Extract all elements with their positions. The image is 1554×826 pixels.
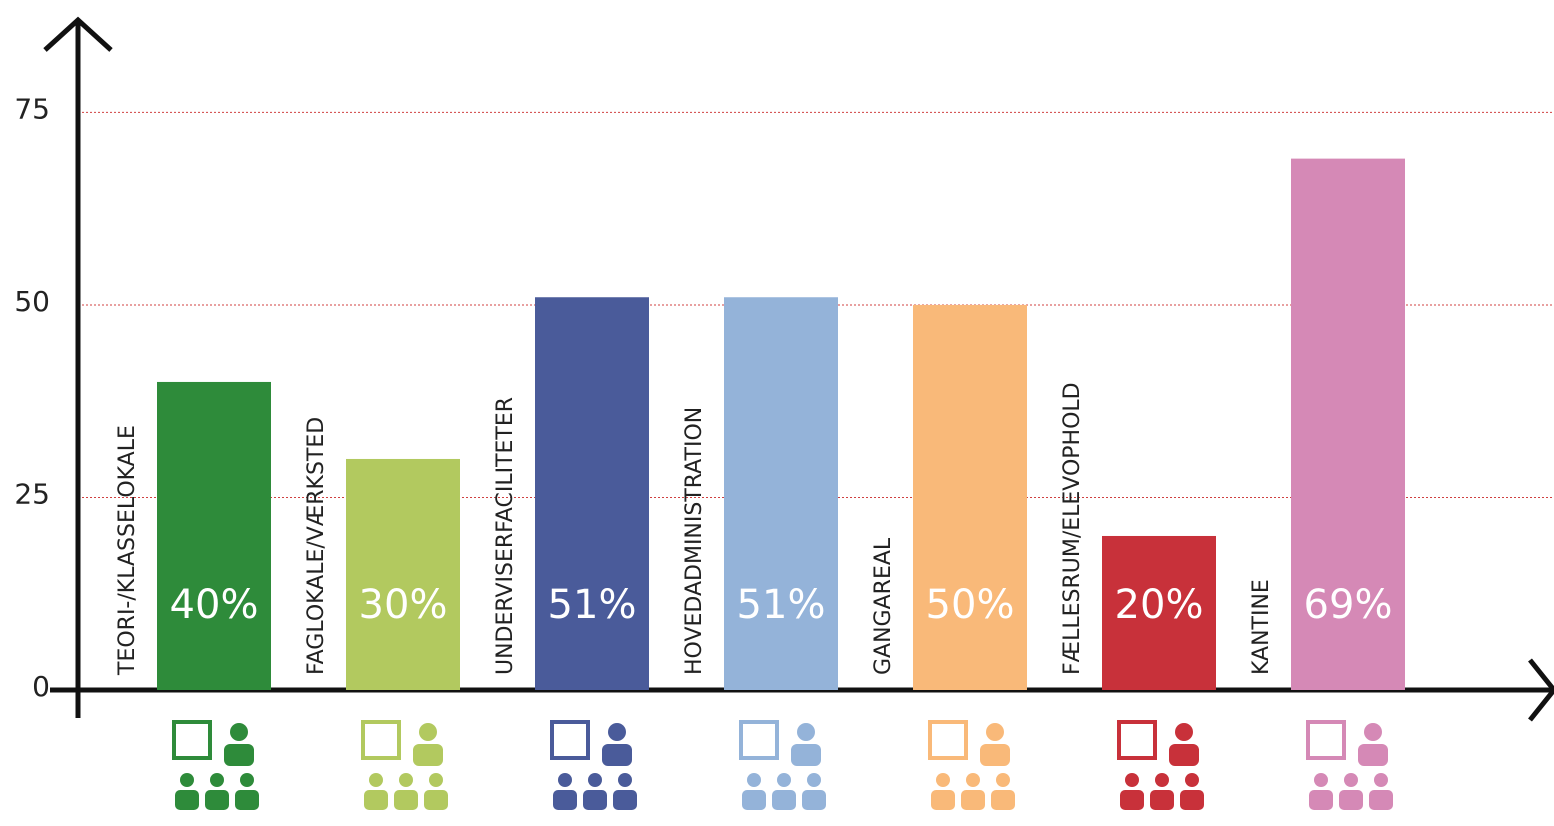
icon-shape: [1369, 790, 1393, 810]
icon-shape: [1150, 790, 1174, 810]
icon-shape: [588, 773, 602, 787]
icon-shape: [369, 773, 383, 787]
value-label: 30%: [359, 582, 448, 628]
icon-shape: [991, 790, 1015, 810]
bar: [535, 297, 649, 690]
category-icon: [928, 720, 1015, 810]
category-label: FÆLLESRUM/ELEVOPHOLD: [1060, 382, 1085, 675]
category-label: KANTINE: [1249, 579, 1274, 675]
category-label: UNDERVISERFACILITETER: [493, 397, 518, 675]
icon-shape: [550, 720, 590, 760]
category-icon: [1306, 720, 1393, 810]
y-axis-arrow: [43, 16, 113, 52]
bar: [913, 304, 1027, 690]
bar: [1102, 535, 1216, 690]
icon-shape: [618, 773, 632, 787]
icon-shape: [553, 790, 577, 810]
icon-shape: [961, 790, 985, 810]
icon-shape: [172, 720, 212, 760]
icon-shape: [1175, 723, 1193, 741]
icon-shape: [429, 773, 443, 787]
icon-shape: [1306, 720, 1346, 760]
icon-shape: [928, 720, 968, 760]
icon-shape: [602, 744, 632, 766]
y-tick-label: 25: [14, 477, 50, 510]
icon-shape: [361, 720, 401, 760]
value-label: 69%: [1304, 582, 1393, 628]
icon-shape: [777, 773, 791, 787]
bar: [346, 458, 460, 690]
category-icon: [172, 720, 259, 810]
icon-shape: [1120, 790, 1144, 810]
icon-shape: [180, 773, 194, 787]
value-label: 20%: [1115, 582, 1204, 628]
icon-shape: [583, 790, 607, 810]
icon-shape: [424, 790, 448, 810]
category-label: FAGLOKALE/VÆRKSTED: [304, 417, 329, 675]
icon-shape: [1339, 790, 1363, 810]
category-label: TEORI-/KLASSELOKALE: [115, 425, 140, 676]
icon-shape: [230, 723, 248, 741]
icon-shape: [797, 723, 815, 741]
icon-shape: [1358, 744, 1388, 766]
icon-shape: [1117, 720, 1157, 760]
icon-shape: [235, 790, 259, 810]
icon-shape: [1180, 790, 1204, 810]
icon-shape: [980, 744, 1010, 766]
category-icon: [1117, 720, 1204, 810]
icon-shape: [1374, 773, 1388, 787]
value-label: 40%: [170, 582, 259, 628]
icon-shape: [1155, 773, 1169, 787]
icon-shape: [739, 720, 779, 760]
category-icon: [361, 720, 448, 810]
icon-shape: [1344, 773, 1358, 787]
icon-shape: [1185, 773, 1199, 787]
icon-shape: [205, 790, 229, 810]
category-icon: [550, 720, 637, 810]
icon-shape: [742, 790, 766, 810]
icon-shape: [558, 773, 572, 787]
icon-shape: [394, 790, 418, 810]
icon-shape: [936, 773, 950, 787]
value-label: 50%: [926, 582, 1015, 628]
bar: [1291, 158, 1405, 690]
icon-shape: [210, 773, 224, 787]
icon-shape: [1364, 723, 1382, 741]
value-label: 51%: [548, 582, 637, 628]
x-axis-arrow: [1528, 658, 1554, 722]
icon-shape: [802, 790, 826, 810]
icon-shape: [986, 723, 1004, 741]
icon-shape: [1125, 773, 1139, 787]
icon-shape: [747, 773, 761, 787]
icon-shape: [608, 723, 626, 741]
icon-shape: [772, 790, 796, 810]
icon-shape: [613, 790, 637, 810]
icon-shape: [399, 773, 413, 787]
y-tick-label: 0: [32, 670, 50, 703]
icon-shape: [1309, 790, 1333, 810]
y-tick-label: 75: [14, 92, 50, 125]
icon-shape: [1314, 773, 1328, 787]
value-label: 51%: [737, 582, 826, 628]
icon-shape: [224, 744, 254, 766]
icon-shape: [240, 773, 254, 787]
y-tick-label: 50: [14, 285, 50, 318]
icon-shape: [1169, 744, 1199, 766]
icon-shape: [419, 723, 437, 741]
icon-shape: [807, 773, 821, 787]
category-icon: [739, 720, 826, 810]
icon-shape: [364, 790, 388, 810]
icon-shape: [175, 790, 199, 810]
category-label: HOVEDADMINISTRATION: [682, 407, 707, 675]
bar: [157, 381, 271, 690]
icon-shape: [413, 744, 443, 766]
icon-shape: [966, 773, 980, 787]
icon-shape: [931, 790, 955, 810]
bar: [724, 297, 838, 690]
icon-shape: [791, 744, 821, 766]
icon-shape: [996, 773, 1010, 787]
category-label: GANGAREAL: [871, 537, 896, 675]
